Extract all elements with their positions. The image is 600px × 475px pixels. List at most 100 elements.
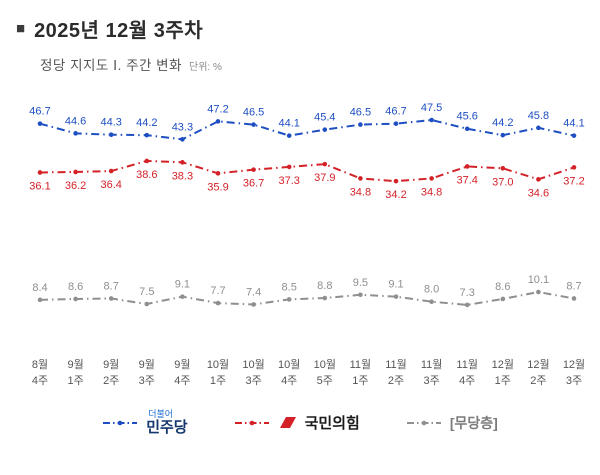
legend-item-ppp: 국민의힘 [234, 412, 360, 433]
x-axis-label: 1주 [495, 375, 511, 387]
ppp-label: 국민의힘 [304, 415, 360, 432]
independent-point [429, 299, 434, 304]
independent-value-label: 8.4 [32, 282, 47, 294]
x-axis-label: 9월 [67, 358, 83, 371]
minjoo-value-label: 44.2 [136, 117, 157, 129]
ppp-point [144, 158, 150, 164]
independent-value-label: 9.1 [388, 279, 403, 291]
minjoo-point [429, 117, 434, 123]
minjoo-point [286, 133, 292, 138]
independent-value-label: 7.5 [139, 286, 154, 298]
red-dashdot-line-icon [234, 420, 269, 425]
independent-value-label: 8.7 [104, 280, 119, 292]
ppp-value-label: 38.6 [136, 169, 157, 181]
minjoo-value-label: 44.1 [563, 118, 584, 130]
x-axis-label: 2주 [530, 375, 546, 387]
ppp-value-label: 36.1 [29, 180, 50, 192]
ppp-point [251, 167, 256, 172]
ppp-point [108, 168, 114, 174]
title-row: ■ 2025년 12월 3주차 [16, 14, 600, 43]
minjoo-value-label: 46.5 [243, 107, 264, 119]
independent-line [39, 291, 575, 306]
ppp-value-label: 38.3 [172, 170, 193, 182]
x-axis-label: 4주 [459, 375, 475, 387]
ppp-value-label: 36.2 [65, 180, 86, 192]
minjoo-point [464, 126, 470, 132]
minjoo-value-label: 46.7 [385, 106, 406, 118]
independent-point [358, 292, 363, 298]
ppp-value-label: 37.0 [492, 176, 513, 188]
minjoo-point [571, 133, 577, 138]
x-axis-label: 11월 [385, 358, 407, 371]
ppp-value-label: 37.4 [456, 174, 477, 186]
ppp-value-label: 37.9 [314, 172, 335, 184]
x-axis-label: 4주 [174, 375, 190, 387]
x-axis-label: 9월 [174, 358, 190, 371]
ppp-flag-icon [279, 417, 296, 428]
minjoo-value-label: 44.2 [492, 117, 513, 129]
subtitle-row: 정당 지지도 Ⅰ. 주간 변화 단위: % [40, 54, 600, 74]
x-axis-label: 11월 [456, 358, 478, 371]
minjoo-sub-label: 더불어 [148, 409, 174, 419]
ppp-line [39, 159, 575, 183]
independent-value-label: 9.1 [175, 279, 190, 291]
ppp-value-label: 37.3 [278, 175, 299, 187]
minjoo-point [180, 137, 185, 142]
minjoo-value-label: 43.3 [172, 121, 193, 133]
x-axis-label: 2주 [388, 375, 404, 387]
ppp-value-label: 37.2 [563, 175, 584, 187]
minjoo-value-label: 45.8 [528, 110, 549, 122]
independent-value-label: 7.7 [210, 285, 225, 297]
independent-point [251, 302, 256, 307]
ppp-value-label: 36.4 [100, 179, 121, 191]
ppp-point [73, 169, 78, 175]
ppp-value-label: 34.8 [350, 186, 371, 198]
minjoo-point [358, 122, 363, 127]
minjoo-value-label: 44.1 [278, 118, 299, 130]
ppp-value-label: 34.6 [528, 187, 549, 199]
minjoo-point [144, 132, 150, 138]
x-axis-label: 4주 [32, 375, 48, 387]
chart-subtitle: 정당 지지도 Ⅰ. 주간 변화 [40, 58, 183, 73]
minjoo-value-label: 47.5 [421, 102, 442, 114]
legend-item-independent: [무당층] [406, 413, 498, 433]
x-axis-label: 3주 [245, 375, 261, 387]
independent-point [180, 294, 185, 299]
x-axis-label: 1주 [352, 375, 368, 387]
independent-point [322, 295, 328, 301]
independent-label: [무당층] [449, 414, 498, 431]
minjoo-value-label: 45.4 [314, 112, 335, 124]
independent-point [215, 300, 221, 306]
independent-point [464, 302, 470, 308]
minjoo-line [39, 118, 575, 141]
minjoo-value-label: 45.6 [456, 111, 477, 123]
minjoo-value-label: 44.6 [65, 115, 86, 127]
ppp-point [571, 165, 577, 170]
ppp-point [358, 176, 363, 181]
report-header: ■ 2025년 12월 3주차 정당 지지도 Ⅰ. 주간 변화 단위: % [0, 0, 600, 74]
ppp-point [286, 164, 292, 170]
independent-value-label: 8.5 [282, 281, 297, 293]
minjoo-point [251, 122, 256, 127]
independent-point [571, 296, 577, 301]
independent-point [73, 296, 78, 302]
independent-point [286, 297, 292, 302]
independent-point [108, 296, 114, 301]
ppp-point [215, 171, 221, 176]
x-axis-label: 8월 [32, 358, 48, 371]
ppp-point [429, 176, 434, 181]
x-axis-label: 12월 [563, 358, 585, 371]
unit-label: 단위: % [189, 62, 222, 73]
ppp-flag-shape [279, 417, 296, 428]
gray-legend-dot [421, 420, 427, 425]
x-axis-label: 9월 [139, 358, 155, 371]
gray-dashdot-line-icon [406, 420, 441, 425]
minjoo-point [536, 125, 541, 131]
chart-legend: 더불어 민주당 국민의힘 [무당층] [0, 410, 600, 435]
independent-value-label: 7.3 [460, 287, 475, 299]
x-axis-label: 1주 [67, 375, 83, 387]
x-axis-label: 10월 [242, 358, 264, 371]
minjoo-point [500, 132, 506, 138]
independent-value-label: 8.0 [424, 284, 439, 296]
x-axis-label: 10월 [314, 358, 336, 371]
